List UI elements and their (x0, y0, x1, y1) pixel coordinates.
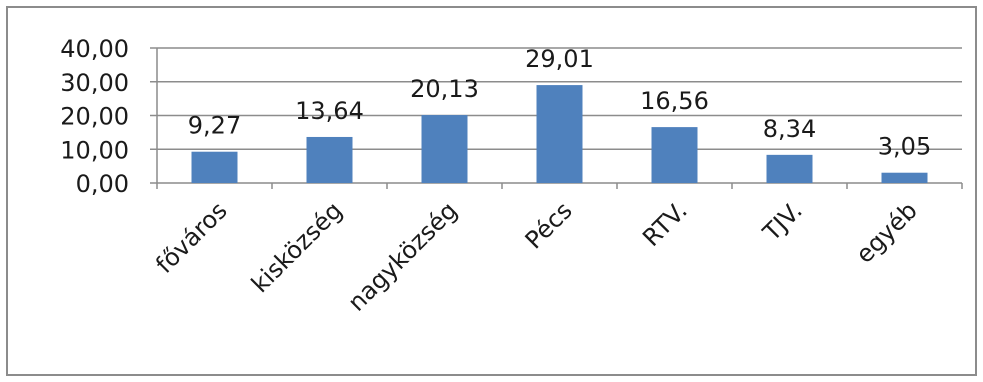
bar (766, 154, 813, 183)
category-label: TJV. (757, 196, 808, 247)
data-label: 9,27 (188, 112, 241, 140)
category-label: főváros (150, 196, 232, 278)
category-label: kisközség (246, 196, 348, 298)
y-axis-ticks: 0,00 10,00 20,00 30,00 40,00 (60, 35, 129, 198)
data-label: 29,01 (525, 45, 594, 73)
y-tick-label: 30,00 (60, 69, 129, 97)
chart-frame (6, 6, 977, 376)
category-label: egyéb (850, 196, 922, 268)
bar (191, 151, 238, 183)
bar (306, 136, 353, 183)
bar (881, 172, 928, 183)
data-label: 16,56 (640, 87, 709, 115)
bars (191, 85, 928, 183)
category-label: nagyközség (342, 196, 462, 316)
y-tick-label: 10,00 (60, 136, 129, 164)
bar (651, 127, 698, 183)
data-label: 20,13 (410, 75, 479, 103)
data-labels: 9,27 13,64 20,13 29,01 16,56 8,34 3,05 (188, 45, 931, 161)
data-label: 3,05 (878, 133, 931, 161)
y-tick-label: 0,00 (76, 170, 129, 198)
y-tick-label: 40,00 (60, 35, 129, 63)
category-label: RTV. (637, 196, 693, 252)
category-label: Pécs (520, 196, 578, 254)
bar (536, 85, 583, 183)
bar (421, 115, 468, 183)
data-label: 13,64 (295, 97, 364, 125)
y-tick-label: 20,00 (60, 103, 129, 131)
data-label: 8,34 (763, 115, 816, 143)
